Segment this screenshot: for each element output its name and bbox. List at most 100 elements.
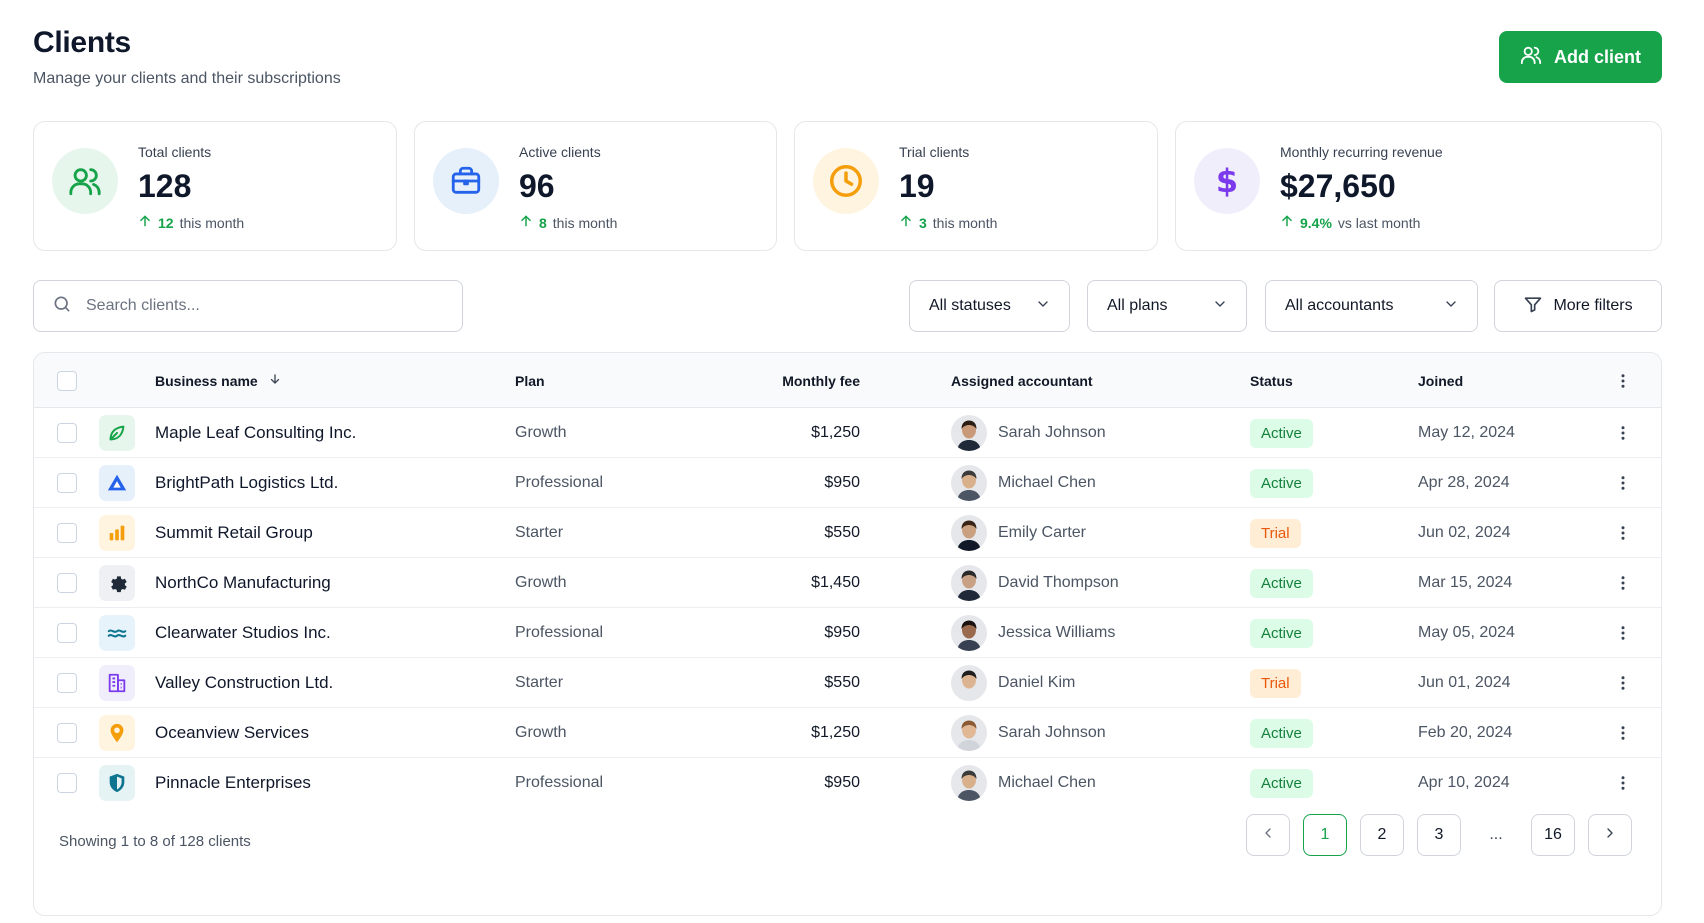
plan-name: Growth <box>515 574 567 591</box>
joined-date: Apr 10, 2024 <box>1418 774 1510 791</box>
row-actions-icon[interactable] <box>1614 458 1632 508</box>
chevron-left-icon <box>1260 825 1276 846</box>
more-filters-button[interactable]: More filters <box>1494 280 1662 332</box>
status-badge: Active <box>1250 568 1313 598</box>
accountant-name: Michael Chen <box>998 774 1096 791</box>
kpi-active-clients: Active clients 96 8 this month <box>414 121 777 251</box>
row-checkbox[interactable] <box>57 473 77 493</box>
gear-icon <box>99 565 135 601</box>
status-cell: Active <box>1250 758 1313 808</box>
page-title: Clients <box>33 26 131 59</box>
business-name[interactable]: Oceanview Services <box>155 723 310 742</box>
add-client-button[interactable]: Add client <box>1499 31 1662 83</box>
row-actions-icon[interactable] <box>1614 508 1632 558</box>
kpi-value: 19 <box>899 168 935 204</box>
page-16-button[interactable]: 16 <box>1531 814 1575 856</box>
table-row[interactable]: Oceanview Services Growth $1,250 Sarah John… <box>34 708 1661 758</box>
table-row[interactable]: Summit Retail Group Starter $550 Emily Cart… <box>34 508 1661 558</box>
table-row[interactable]: NorthCo Manufacturing Growth $1,450 David T… <box>34 558 1661 608</box>
business-name[interactable]: Maple Leaf Consulting Inc. <box>155 423 357 442</box>
status-filter-dropdown[interactable]: All statuses <box>909 280 1070 332</box>
page-2-button[interactable]: 2 <box>1360 814 1404 856</box>
accountants-filter-dropdown[interactable]: All accountants <box>1265 280 1478 332</box>
business-logo <box>99 508 135 558</box>
row-actions-icon[interactable] <box>1614 408 1632 458</box>
kpi-mrr: $ Monthly recurring revenue $27,650 9.4%… <box>1175 121 1662 251</box>
avatar <box>951 715 987 751</box>
business-logo <box>99 558 135 608</box>
accountant-name: Michael Chen <box>998 474 1096 491</box>
business-name[interactable]: Pinnacle Enterprises <box>155 773 311 792</box>
row-checkbox[interactable] <box>57 423 77 443</box>
page-3-button[interactable]: 3 <box>1417 814 1461 856</box>
table-row[interactable]: Valley Construction Ltd. Starter $550 Danie… <box>34 658 1661 708</box>
business-name[interactable]: NorthCo Manufacturing <box>155 573 331 592</box>
monthly-fee: $1,250 <box>811 424 860 441</box>
row-checkbox[interactable] <box>57 573 77 593</box>
shield-icon <box>99 765 135 801</box>
select-all-checkbox[interactable] <box>57 370 77 391</box>
plan-name: Professional <box>515 624 604 641</box>
sort-icon <box>268 372 282 389</box>
business-name[interactable]: Summit Retail Group <box>155 523 313 542</box>
column-joined: Joined <box>1418 372 1464 389</box>
status-badge: Trial <box>1250 518 1301 548</box>
business-name[interactable]: BrightPath Logistics Ltd. <box>155 473 339 492</box>
status-cell: Active <box>1250 408 1313 458</box>
row-actions-icon[interactable] <box>1614 608 1632 658</box>
prev-page-button[interactable] <box>1246 814 1290 856</box>
kpi-label: Total clients <box>138 144 212 160</box>
more-filters-label: More filters <box>1553 297 1633 314</box>
kpi-cards: Total clients 128 12 this month Active c… <box>33 121 1662 251</box>
leaf-icon <box>99 415 135 451</box>
kpi-delta: 8 <box>539 214 547 231</box>
kpi-delta-suffix: vs last month <box>1337 214 1421 231</box>
table-row[interactable]: Maple Leaf Consulting Inc. Growth $1,250 Sa… <box>34 408 1661 458</box>
clients-table: Business name Plan Monthly fee Assigned … <box>33 352 1662 916</box>
row-checkbox[interactable] <box>57 773 77 793</box>
plan-name: Professional <box>515 474 604 491</box>
column-business-name[interactable]: Business name <box>155 353 282 408</box>
row-actions-icon[interactable] <box>1614 658 1632 708</box>
kpi-delta: 9.4% <box>1300 214 1332 231</box>
kpi-delta: 12 <box>158 214 174 231</box>
business-name[interactable]: Valley Construction Ltd. <box>155 673 334 692</box>
kpi-value: 96 <box>519 168 555 204</box>
business-logo <box>99 608 135 658</box>
table-row[interactable]: Clearwater Studios Inc. Professional $950 J… <box>34 608 1661 658</box>
row-checkbox[interactable] <box>57 673 77 693</box>
table-row[interactable]: BrightPath Logistics Ltd. Professional $95… <box>34 458 1661 508</box>
business-name[interactable]: Clearwater Studios Inc. <box>155 623 331 642</box>
joined-date: May 12, 2024 <box>1418 424 1515 441</box>
kpi-label: Active clients <box>519 144 601 160</box>
columns-menu-icon[interactable] <box>1614 353 1632 408</box>
avatar <box>951 515 987 551</box>
row-checkbox[interactable] <box>57 723 77 743</box>
kpi-total-clients: Total clients 128 12 this month <box>33 121 397 251</box>
search-box[interactable] <box>33 280 463 332</box>
page-header: Clients Manage your clients and their su… <box>33 26 341 88</box>
page-1-button[interactable]: 1 <box>1303 814 1347 856</box>
plans-filter-dropdown[interactable]: All plans <box>1087 280 1247 332</box>
avatar <box>951 765 987 801</box>
avatar <box>951 665 987 701</box>
row-checkbox[interactable] <box>57 523 77 543</box>
kpi-label: Monthly recurring revenue <box>1280 144 1443 160</box>
row-actions-icon[interactable] <box>1614 758 1632 808</box>
monthly-fee: $950 <box>824 774 860 791</box>
status-cell: Active <box>1250 558 1313 608</box>
monthly-fee: $550 <box>824 524 860 541</box>
dollar-icon: $ <box>1194 148 1260 214</box>
kpi-value: 128 <box>138 168 192 204</box>
next-page-button[interactable] <box>1588 814 1632 856</box>
plan-name: Starter <box>515 674 564 691</box>
table-row[interactable]: Pinnacle Enterprises Professional $950 Mich… <box>34 758 1661 808</box>
search-input[interactable] <box>86 297 416 315</box>
clock-icon <box>813 148 879 214</box>
row-actions-icon[interactable] <box>1614 708 1632 758</box>
select-all-cell <box>57 353 77 408</box>
row-checkbox[interactable] <box>57 623 77 643</box>
row-checkbox-cell <box>57 408 77 458</box>
bar-chart-icon <box>99 515 135 551</box>
row-actions-icon[interactable] <box>1614 558 1632 608</box>
